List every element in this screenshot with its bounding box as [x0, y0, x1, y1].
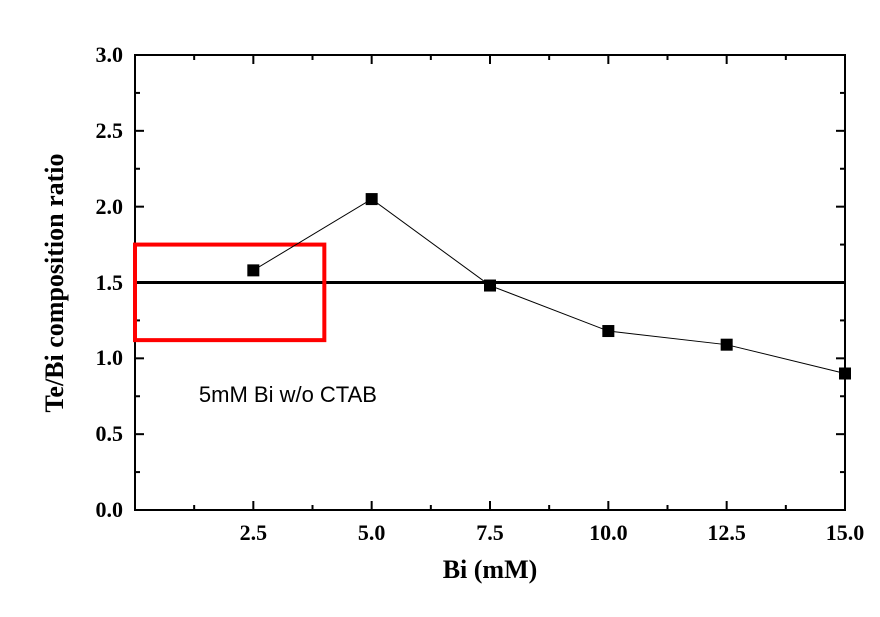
y-tick-label: 1.0 — [96, 345, 124, 371]
data-marker — [840, 368, 851, 379]
series-line — [253, 199, 845, 373]
y-tick-label: 0.0 — [96, 497, 124, 523]
y-tick-label: 1.5 — [96, 270, 124, 296]
y-tick-label: 3.0 — [96, 42, 124, 68]
chart-container: Te/Bi composition ratio Bi (mM) 5mM Bi w… — [0, 0, 880, 617]
x-tick-label: 5.0 — [358, 520, 386, 546]
y-tick-label: 0.5 — [96, 421, 124, 447]
data-marker — [248, 265, 259, 276]
x-axis-label: Bi (mM) — [443, 555, 538, 585]
data-marker — [366, 194, 377, 205]
data-marker — [603, 326, 614, 337]
data-marker — [485, 280, 496, 291]
highlight-box — [135, 245, 324, 341]
y-tick-label: 2.5 — [96, 118, 124, 144]
y-tick-label: 2.0 — [96, 194, 124, 220]
annotation-label: 5mM Bi w/o CTAB — [199, 382, 377, 408]
y-axis-label: Te/Bi composition ratio — [40, 153, 70, 412]
data-marker — [721, 339, 732, 350]
x-tick-label: 15.0 — [826, 520, 865, 546]
x-tick-label: 7.5 — [476, 520, 504, 546]
x-tick-label: 12.5 — [707, 520, 746, 546]
x-tick-label: 10.0 — [589, 520, 628, 546]
chart-svg — [0, 0, 880, 617]
x-tick-label: 2.5 — [240, 520, 268, 546]
